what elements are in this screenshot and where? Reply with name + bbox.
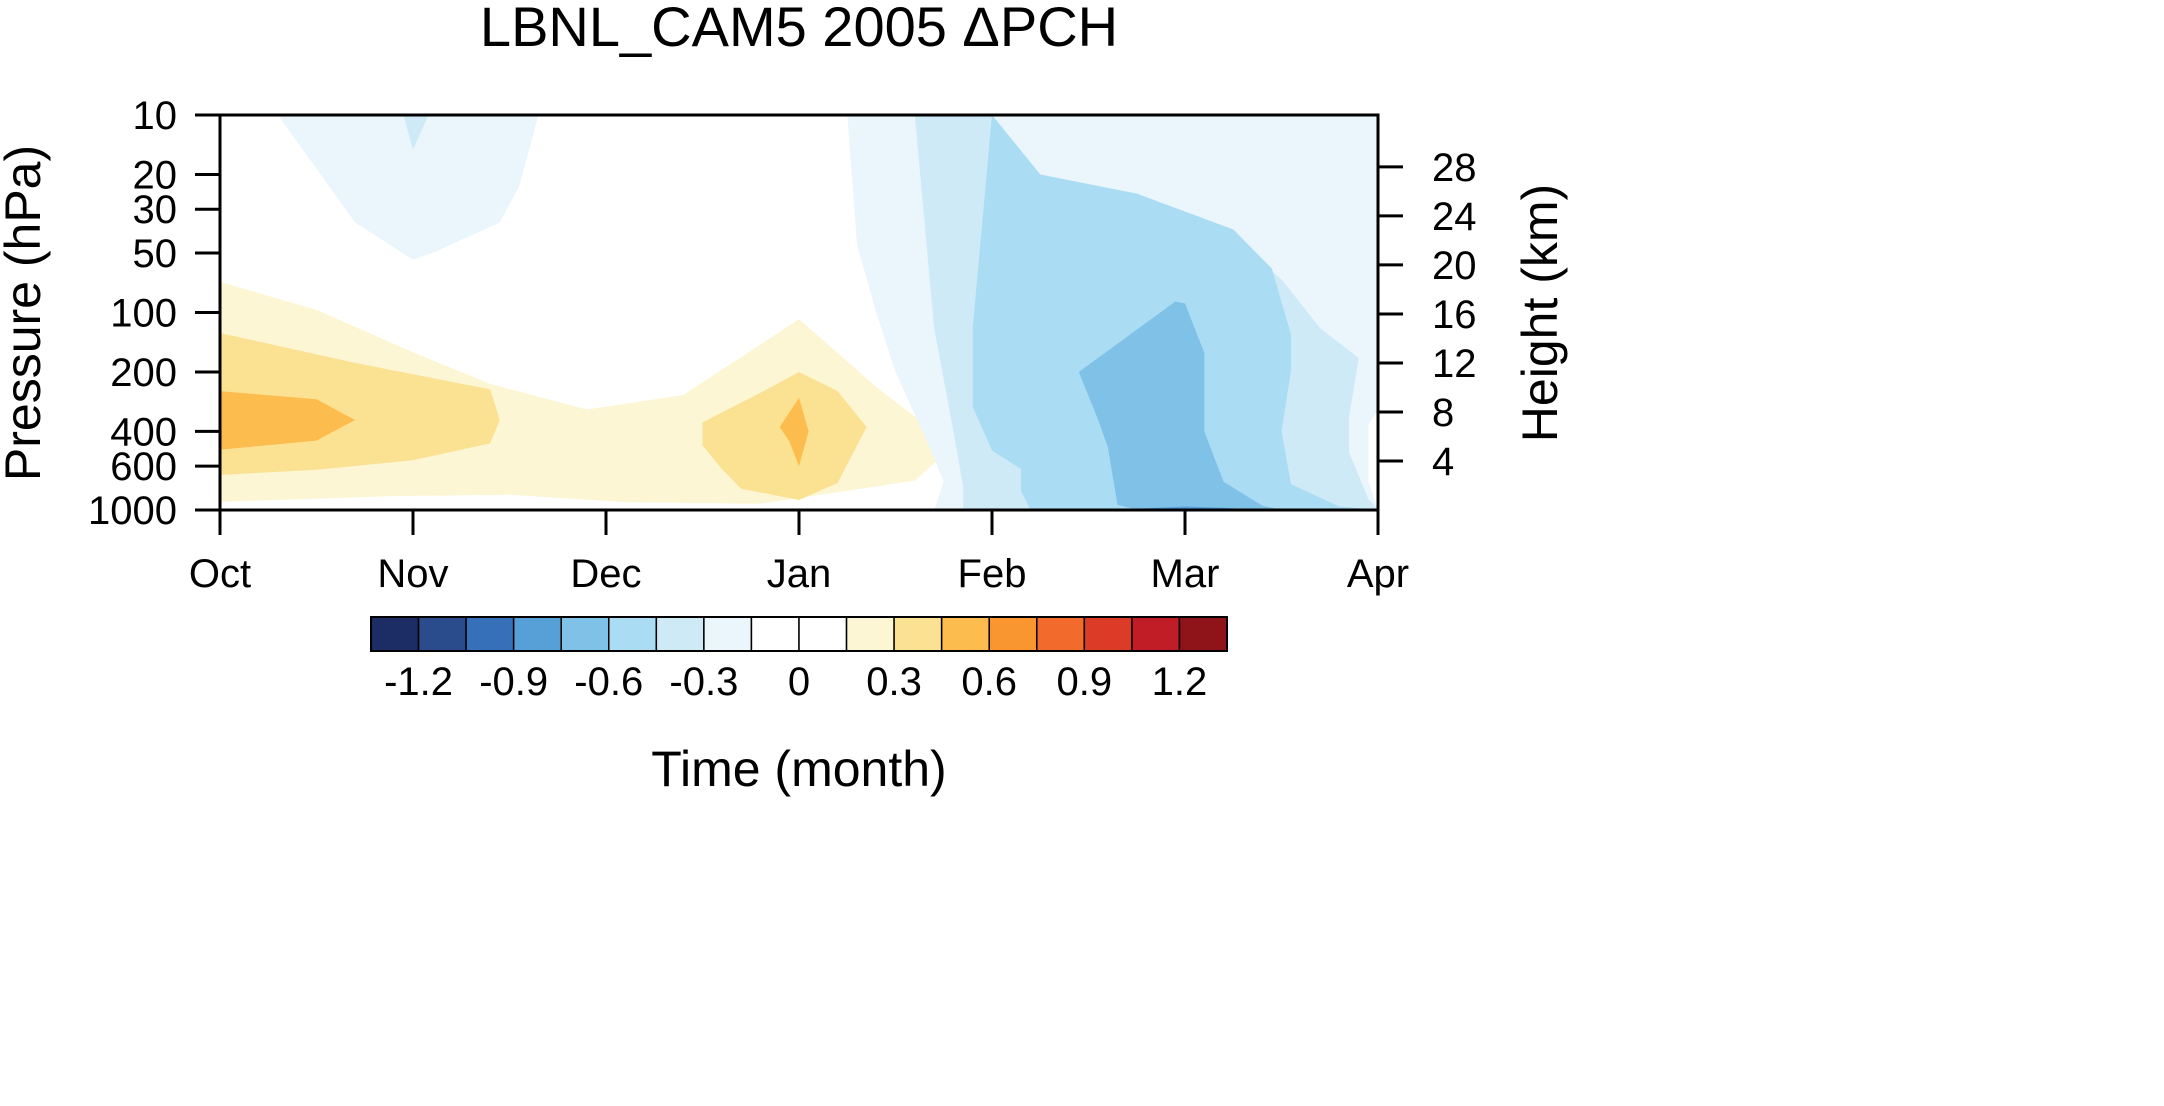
colorbar-swatch: [608, 616, 658, 652]
colorbar-label: 0.3: [866, 660, 922, 704]
colorbar-swatch: [798, 616, 848, 652]
y-tick-label: 50: [133, 232, 178, 276]
x-tick-label: Nov: [377, 552, 448, 596]
contour-region-0p45: [220, 391, 356, 450]
colorbar-swatch: [417, 616, 467, 652]
y-tick-label: 1000: [88, 489, 177, 533]
colorbar-swatch: [1131, 616, 1181, 652]
colorbar-swatch: [988, 616, 1038, 652]
x-tick-label: Apr: [1347, 552, 1409, 596]
colorbar-swatch: [1178, 616, 1228, 652]
y-tick-label: 30: [133, 188, 178, 232]
colorbar-swatch: [512, 616, 562, 652]
y-tick-label: 10: [133, 94, 178, 138]
chart-container: LBNL_CAM5 2005 ΔPCH Oct Nov Dec Jan Feb Mar Ap…: [0, 0, 1568, 797]
colorbar-swatch: [560, 616, 610, 652]
colorbar-swatch: [465, 616, 515, 652]
colorbar-label: -1.2: [384, 660, 453, 704]
chart-title: LBNL_CAM5 2005 ΔPCH: [480, 0, 1118, 58]
colorbar-swatch: [845, 616, 895, 652]
contour-region-neg0p3: [403, 115, 429, 150]
colorbar-label: 0: [788, 660, 810, 704]
colorbar-frame: [370, 616, 1228, 652]
colorbar-swatch: [370, 616, 420, 652]
colorbar: -1.2 -0.9 -0.6 -0.3 0 0.3 0.6 0.9 1.2: [370, 616, 1228, 704]
colorbar-swatch: [750, 616, 800, 652]
colorbar-label: 0.6: [961, 660, 1017, 704]
colorbar-swatch: [1036, 616, 1086, 652]
colorbar-swatch: [655, 616, 705, 652]
y-axis-height: 28 24 20 16 12 8 4: [1378, 146, 1477, 484]
colorbar-label: -0.9: [479, 660, 548, 704]
contour-fills: [220, 115, 1378, 510]
colorbar-label: -0.6: [574, 660, 643, 704]
colorbar-swatch: [703, 616, 753, 652]
colorbar-label: 0.9: [1057, 660, 1113, 704]
y2-tick-label: 4: [1432, 440, 1454, 484]
y-tick-label: 100: [110, 292, 177, 336]
y-axis-label: Pressure (hPa): [0, 145, 51, 481]
y-tick-label: 200: [110, 351, 177, 395]
colorbar-swatch: [1083, 616, 1133, 652]
colorbar-swatch: [893, 616, 943, 652]
y-tick-label: 600: [110, 445, 177, 489]
y-tick-label: 400: [110, 410, 177, 454]
y2-tick-label: 20: [1432, 244, 1477, 288]
x-tick-label: Dec: [570, 552, 641, 596]
x-tick-label: Oct: [189, 552, 251, 596]
contour-region-neg0p15: [277, 115, 539, 260]
chart-svg: LBNL_CAM5 2005 ΔPCH Oct Nov Dec Jan Feb Mar Ap…: [0, 0, 1568, 797]
y-tick-label: 20: [133, 153, 178, 197]
y2-tick-label: 28: [1432, 146, 1477, 190]
colorbar-label: -0.3: [669, 660, 738, 704]
y2-axis-label: Height (km): [1512, 184, 1568, 442]
y2-tick-label: 24: [1432, 195, 1477, 239]
x-tick-label: Feb: [958, 552, 1027, 596]
colorbar-label: 1.2: [1152, 660, 1208, 704]
x-tick-label: Mar: [1151, 552, 1220, 596]
x-axis-label: Time (month): [651, 741, 946, 797]
x-axis: Oct Nov Dec Jan Feb Mar Apr: [189, 510, 1409, 596]
colorbar-swatch: [940, 616, 990, 652]
y2-tick-label: 8: [1432, 391, 1454, 435]
y2-tick-label: 12: [1432, 342, 1477, 386]
x-tick-label: Jan: [767, 552, 832, 596]
contour-region-neg0p6: [1078, 301, 1282, 510]
contour-region-0p45: [779, 397, 809, 467]
contour-region-0p3: [702, 372, 867, 500]
y2-tick-label: 16: [1432, 293, 1477, 337]
